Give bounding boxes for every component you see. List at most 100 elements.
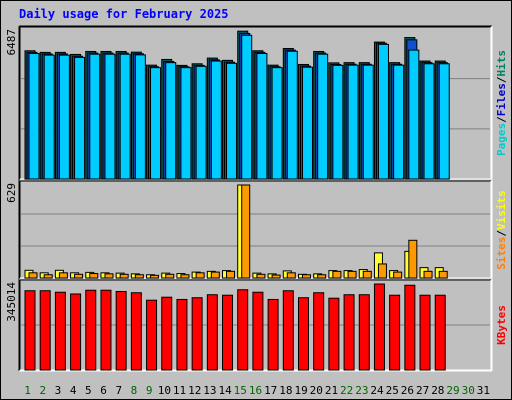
bar-kbytes-day-21 [328,297,340,371]
bar-sites-day-11 [180,274,190,279]
bar-pages-day-28 [438,63,450,180]
x-tick-label: 9 [146,384,153,397]
x-tick-label: 24 [370,384,384,397]
bar-sites-day-5 [89,273,99,279]
x-tick-label: 2 [39,384,46,397]
x-tick-label: 7 [115,384,122,397]
x-tick-label: 19 [294,384,307,397]
x-tick-label: 18 [279,384,292,397]
bar-pages-day-19 [301,66,313,180]
x-tick-label: 30 [462,384,475,397]
bar-sites-day-27 [423,270,433,279]
series-label: Pages/Files/Hits [495,50,508,156]
x-tick-label: 5 [85,384,92,397]
bar-kbytes-day-9 [146,299,158,371]
bar-kbytes-day-19 [297,297,309,371]
bar-kbytes-day-4 [70,293,82,371]
bar-sites-day-25 [393,271,403,279]
x-tick-label: 29 [446,384,459,397]
x-tick-label: 16 [249,384,262,397]
series-label-part: / [495,230,508,237]
bar-sites-day-12 [195,272,205,279]
x-tick-label: 28 [431,384,444,397]
bar-sites-day-24 [377,263,387,279]
bar-sites-day-3 [58,272,68,279]
bar-pages-day-7 [119,53,131,180]
bar-sites-day-10 [165,273,175,279]
bar-sites-day-8 [134,274,144,279]
x-tick-label: 21 [325,384,338,397]
bar-kbytes-day-23 [358,294,370,371]
bar-pages-day-27 [423,63,435,180]
x-tick-label: 8 [131,384,138,397]
x-tick-label: 22 [340,384,353,397]
bar-kbytes-day-12 [191,297,203,371]
x-tick-label: 10 [158,384,171,397]
bar-pages-day-10 [165,62,177,180]
bar-kbytes-day-14 [222,294,234,371]
bar-kbytes-day-3 [54,291,66,371]
x-tick-label: 15 [234,384,247,397]
x-tick-label: 1 [24,384,31,397]
x-tick-label: 26 [401,384,414,397]
bar-pages-day-6 [104,53,116,180]
bar-sites-day-28 [438,270,448,279]
bar-sites-day-14 [226,270,236,279]
x-tick-label: 14 [218,384,232,397]
chart-title: Daily usage for February 2025 [19,7,229,21]
series-label-part: Hits [495,50,508,77]
x-tick-label: 23 [355,384,368,397]
series-label-part: Files [495,83,508,116]
bar-pages-day-14 [226,62,238,180]
ymax-label: 345014 [5,282,18,322]
bar-pages-day-2 [43,54,55,180]
bar-sites-day-6 [104,273,114,279]
bar-sites-day-15 [241,184,251,279]
bar-kbytes-day-13 [206,294,218,371]
x-tick-label: 31 [477,384,490,397]
bar-pages-day-11 [180,67,192,180]
bar-pages-day-16 [256,53,268,180]
bar-pages-day-18 [286,50,298,180]
bar-kbytes-day-22 [343,294,355,371]
bar-kbytes-day-27 [419,294,431,371]
bar-pages-day-3 [58,54,70,180]
bar-pages-day-15 [241,34,253,180]
panel-visits-sites [20,181,491,278]
bar-kbytes-day-1 [24,290,36,371]
bar-sites-day-22 [347,270,357,279]
bar-pages-day-26 [408,49,420,180]
x-tick-label: 12 [188,384,201,397]
bar-sites-day-16 [256,273,266,279]
bar-pages-day-24 [377,43,389,180]
bar-pages-day-4 [74,56,86,180]
bar-pages-day-8 [134,54,146,180]
bar-kbytes-day-10 [161,296,173,371]
x-tick-label: 17 [264,384,277,397]
bar-sites-day-7 [119,273,129,279]
bar-kbytes-day-20 [313,292,325,371]
bar-kbytes-day-17 [267,298,279,371]
bar-kbytes-day-25 [389,294,401,371]
bar-pages-day-12 [195,65,207,180]
series-label-part: / [495,116,508,123]
x-tick-label: 13 [203,384,216,397]
bar-kbytes-day-6 [100,289,112,371]
series-label: KBytes [495,305,508,345]
bar-pages-day-23 [362,64,374,180]
bar-pages-day-20 [317,53,329,180]
x-tick-label: 6 [100,384,107,397]
bar-pages-day-25 [393,64,405,180]
bar-kbytes-day-16 [252,291,264,371]
x-tick-label: 4 [70,384,77,397]
bar-kbytes-day-7 [115,290,127,371]
bar-pages-day-5 [89,53,101,180]
bar-sites-day-13 [210,271,220,279]
bar-sites-day-26 [408,239,418,279]
bar-kbytes-day-8 [130,292,142,371]
series-label-part: KBytes [495,305,508,345]
bar-sites-day-18 [286,272,296,279]
bar-kbytes-day-18 [282,290,294,371]
bar-kbytes-day-28 [434,294,446,371]
